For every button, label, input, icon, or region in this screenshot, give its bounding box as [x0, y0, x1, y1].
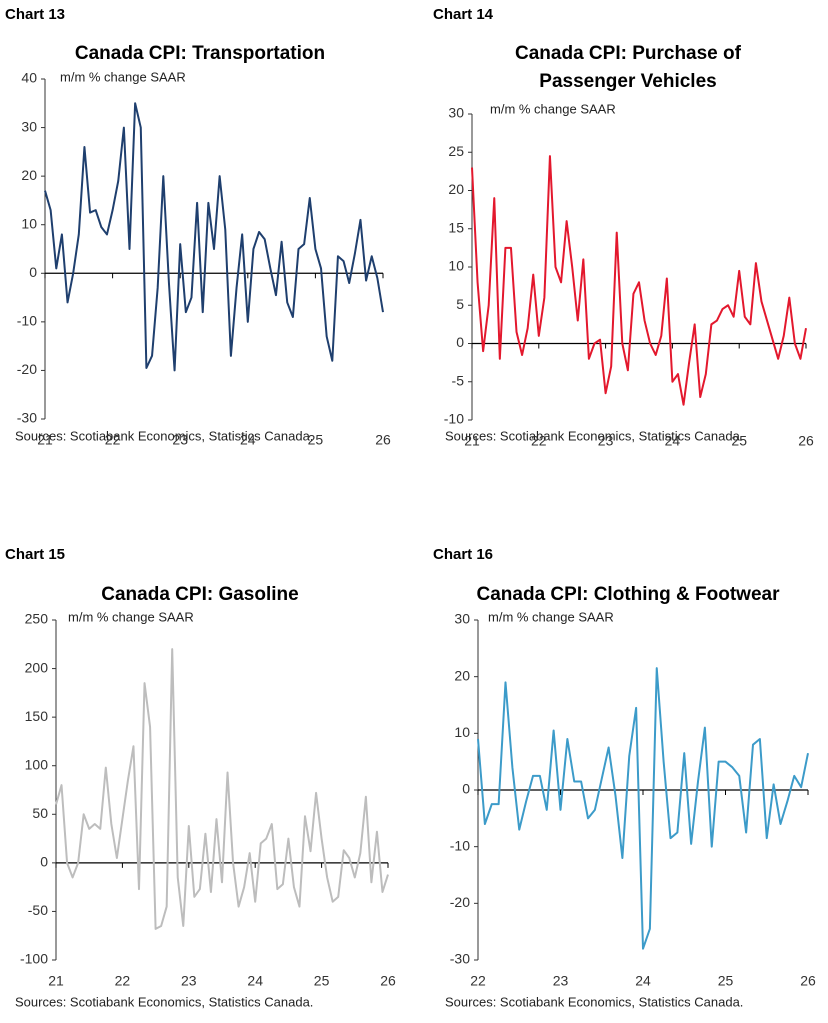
x-tick-label: 22	[470, 973, 486, 989]
y-tick-label: 30	[21, 118, 37, 134]
y-tick-label: 100	[25, 756, 49, 772]
x-tick-label: 24	[247, 973, 263, 989]
x-tick-label: 25	[308, 432, 324, 448]
chart-label: Chart 13	[5, 6, 65, 23]
series-line	[55, 648, 389, 930]
chart-label: Chart 16	[433, 546, 493, 563]
y-tick-label: 20	[21, 167, 37, 183]
x-tick-label: 24	[635, 973, 651, 989]
chart-label: Chart 14	[433, 6, 494, 23]
y-tick-label: 15	[448, 219, 464, 235]
x-tick-label: 26	[375, 432, 391, 448]
y-tick-label: 0	[456, 334, 464, 350]
chart-title: Canada CPI: Purchase of	[515, 43, 742, 64]
y-tick-label: -50	[28, 902, 48, 918]
source-note: Sources: Scotiabank Economics, Statistic…	[15, 994, 313, 1009]
y-tick-label: 150	[25, 708, 49, 724]
subtitle: m/m % change SAAR	[60, 69, 186, 84]
y-tick-label: 10	[21, 215, 37, 231]
y-tick-label: -10	[444, 411, 464, 427]
y-tick-label: -100	[20, 951, 48, 967]
y-tick-label: 40	[21, 70, 37, 86]
y-tick-label: 250	[25, 611, 49, 627]
x-tick-label: 21	[48, 973, 64, 989]
y-tick-label: -10	[17, 313, 37, 329]
y-tick-label: 200	[25, 659, 49, 675]
x-tick-label: 25	[718, 973, 734, 989]
series-line	[477, 667, 809, 950]
y-tick-label: 0	[462, 781, 470, 797]
chart-label: Chart 15	[5, 546, 65, 563]
y-tick-label: 25	[448, 143, 464, 159]
x-tick-label: 22	[115, 973, 131, 989]
y-tick-label: -30	[17, 410, 37, 426]
subtitle: m/m % change SAAR	[488, 609, 614, 624]
x-tick-label: 24	[665, 433, 681, 449]
y-tick-label: 0	[29, 264, 37, 280]
x-tick-label: 21	[37, 432, 53, 448]
series-line	[44, 102, 384, 372]
y-tick-label: 30	[448, 105, 464, 121]
y-tick-label: -30	[450, 951, 470, 967]
y-tick-label: 50	[32, 805, 48, 821]
x-tick-label: 23	[172, 432, 188, 448]
source-note: Sources: Scotiabank Economics, Statistic…	[445, 428, 743, 443]
x-tick-label: 26	[800, 973, 816, 989]
x-tick-label: 23	[181, 973, 197, 989]
x-tick-label: 25	[314, 973, 330, 989]
chart-title: Canada CPI: Clothing & Footwear	[477, 584, 781, 605]
source-note: Sources: Scotiabank Economics, Statistic…	[445, 994, 743, 1009]
x-tick-label: 26	[798, 433, 814, 449]
x-tick-label: 26	[380, 973, 396, 989]
chart-title: Passenger Vehicles	[539, 71, 716, 92]
series-line	[471, 155, 807, 406]
y-tick-label: 20	[454, 667, 470, 683]
x-tick-label: 23	[553, 973, 569, 989]
y-tick-label: -5	[452, 372, 465, 388]
y-tick-label: 10	[454, 724, 470, 740]
x-tick-label: 23	[598, 433, 614, 449]
y-tick-label: -20	[17, 361, 37, 377]
y-tick-label: 10	[448, 258, 464, 274]
source-note: Sources: Scotiabank Economics, Statistic…	[15, 428, 313, 443]
y-tick-label: 5	[456, 296, 464, 312]
y-tick-label: 20	[448, 181, 464, 197]
x-tick-label: 21	[464, 433, 480, 449]
y-tick-label: 30	[454, 611, 470, 627]
y-tick-label: -10	[450, 837, 470, 853]
subtitle: m/m % change SAAR	[490, 101, 616, 116]
chart-title: Canada CPI: Gasoline	[101, 584, 298, 605]
y-tick-label: -20	[450, 894, 470, 910]
x-tick-label: 25	[731, 433, 747, 449]
y-tick-label: 0	[40, 854, 48, 870]
x-tick-label: 22	[531, 433, 547, 449]
x-tick-label: 24	[240, 432, 256, 448]
subtitle: m/m % change SAAR	[68, 609, 194, 624]
x-tick-label: 22	[105, 432, 121, 448]
chart-title: Canada CPI: Transportation	[75, 43, 325, 64]
